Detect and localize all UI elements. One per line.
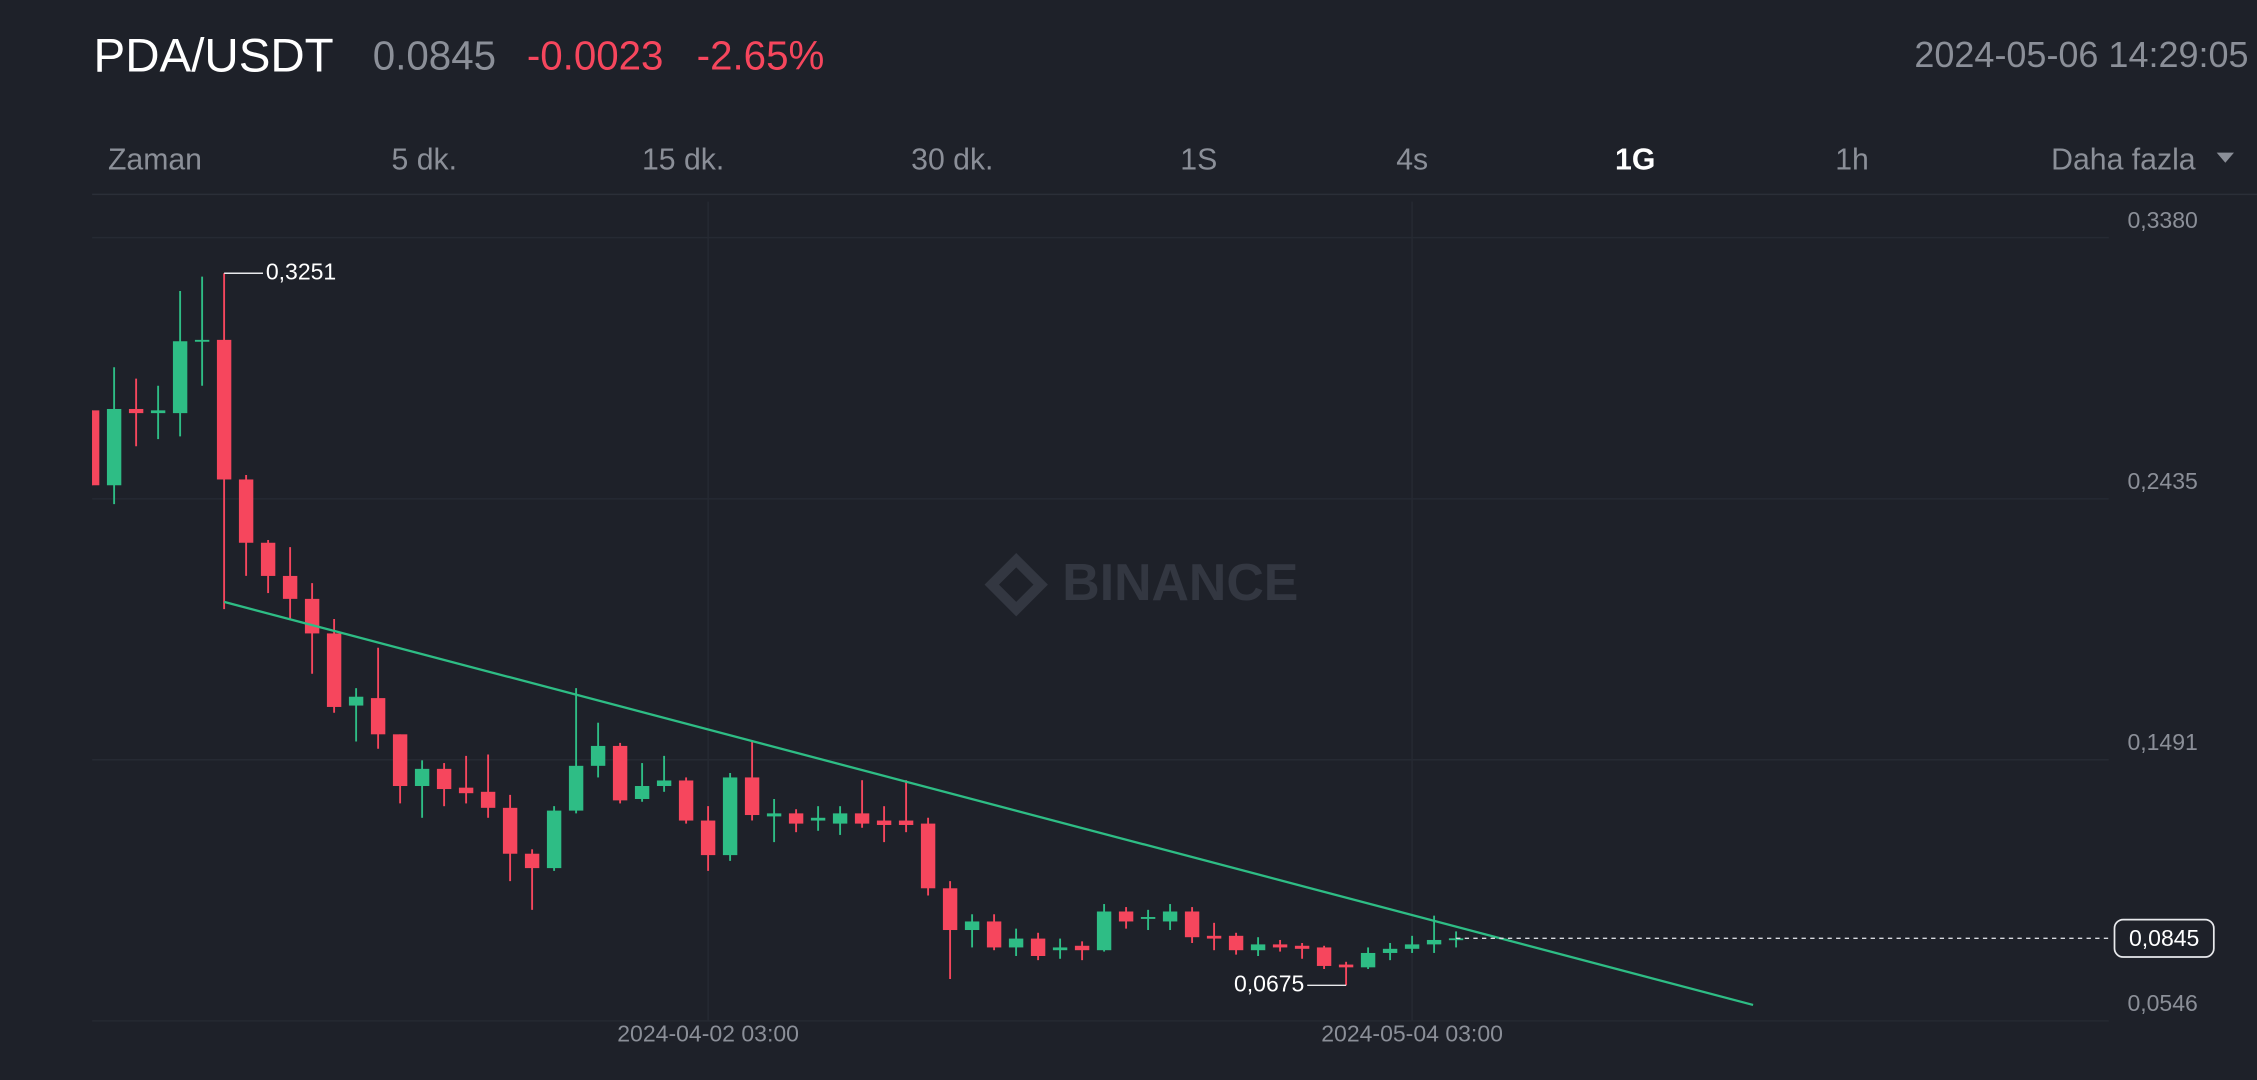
candle-body bbox=[150, 410, 166, 414]
interval-tab[interactable]: 1h bbox=[1835, 143, 1869, 176]
interval-tab[interactable]: 15 dk. bbox=[642, 143, 724, 176]
candle-body bbox=[810, 817, 826, 821]
candle-body bbox=[612, 745, 628, 801]
watermark: BINANCE bbox=[984, 552, 1298, 617]
candle-body bbox=[678, 780, 694, 821]
interval-tab[interactable]: 4s bbox=[1396, 143, 1428, 176]
candle-body bbox=[282, 575, 298, 599]
candle-body bbox=[1338, 964, 1354, 968]
candle-body bbox=[1426, 939, 1442, 945]
interval-tab[interactable]: 1G bbox=[1615, 143, 1655, 176]
candle-body bbox=[634, 786, 650, 799]
candle-body bbox=[414, 768, 430, 787]
candle-body bbox=[1294, 945, 1310, 949]
candle-body bbox=[942, 888, 958, 931]
change: -0.0023 bbox=[527, 34, 664, 79]
y-tick-label: 0,3380 bbox=[2127, 207, 2197, 233]
candle-body bbox=[1404, 944, 1420, 949]
candle-body bbox=[502, 807, 518, 854]
dropdown-arrow[interactable] bbox=[2216, 152, 2234, 163]
candle-body bbox=[788, 813, 804, 824]
interval-tab[interactable]: 30 dk. bbox=[911, 143, 993, 176]
candle-body bbox=[304, 598, 320, 634]
candle-body bbox=[1184, 911, 1200, 938]
last-price-label: 0,0845 bbox=[2129, 925, 2199, 951]
interval-tabs: Zaman 5 dk. 15 dk. 30 dk. 1S 4s 1G 1h Daha fazla bbox=[108, 143, 2234, 176]
candle-body bbox=[348, 696, 364, 706]
interval-tab[interactable]: Daha fazla bbox=[2051, 143, 2196, 176]
candle-body bbox=[106, 408, 122, 486]
candle-body bbox=[1008, 938, 1024, 948]
candle-body bbox=[1162, 911, 1178, 922]
candle-body bbox=[260, 542, 276, 576]
candle-body bbox=[1206, 935, 1222, 939]
candle-body bbox=[392, 734, 408, 787]
candle-body bbox=[546, 810, 562, 869]
datetime: 2024-05-06 14:29:05 bbox=[1914, 34, 2248, 75]
y-tick-label: 0,0546 bbox=[2127, 990, 2197, 1016]
candle-body bbox=[92, 410, 100, 486]
annotation-label: 0,3251 bbox=[266, 258, 336, 284]
last-price-box bbox=[2113, 918, 2215, 958]
candle-body bbox=[964, 921, 980, 931]
candle-body bbox=[216, 339, 232, 480]
candle-body bbox=[1250, 944, 1266, 951]
price: 0.0845 bbox=[373, 34, 496, 79]
candle-body bbox=[920, 823, 936, 889]
interval-tab[interactable]: 1S bbox=[1180, 143, 1217, 176]
candle-body bbox=[326, 633, 342, 707]
change-pct: -2.65% bbox=[697, 34, 825, 79]
candle-body bbox=[1316, 947, 1332, 966]
candle-body bbox=[1140, 917, 1156, 919]
candle-body bbox=[700, 820, 716, 856]
y-tick-label: 0,1491 bbox=[2127, 729, 2197, 755]
candle-body bbox=[854, 813, 870, 824]
candle-body bbox=[172, 341, 188, 414]
watermark-text: BINANCE bbox=[1062, 553, 1298, 611]
x-tick-label: 2024-04-02 03:00 bbox=[617, 1020, 799, 1046]
y-tick-label: 0,2435 bbox=[2127, 468, 2197, 494]
candle-body bbox=[458, 787, 474, 794]
candle-body bbox=[568, 765, 584, 811]
candle-body bbox=[1228, 935, 1244, 951]
candle-body bbox=[1272, 944, 1288, 948]
candle-body bbox=[524, 853, 540, 869]
candle-body bbox=[436, 768, 452, 790]
candle-body bbox=[1360, 952, 1376, 968]
annotation-label: 0,0675 bbox=[1234, 970, 1304, 996]
candle-body bbox=[1118, 911, 1134, 922]
candle-body bbox=[128, 408, 144, 414]
candle-body bbox=[656, 780, 672, 787]
candle-body bbox=[194, 339, 210, 342]
candle-body bbox=[1448, 938, 1464, 941]
x-tick-label: 2024-05-04 03:00 bbox=[1321, 1020, 1503, 1046]
candle-body bbox=[832, 813, 848, 824]
candle-body bbox=[744, 777, 760, 816]
candle-body bbox=[876, 820, 892, 825]
watermark-logo bbox=[984, 552, 1048, 617]
candle-body bbox=[1074, 945, 1090, 951]
candle-body bbox=[370, 698, 386, 735]
candle-body bbox=[766, 813, 782, 817]
candle-body bbox=[1030, 938, 1046, 957]
candle-body bbox=[1052, 947, 1068, 951]
candle-body bbox=[590, 745, 606, 766]
candle-body bbox=[480, 791, 496, 808]
symbol: PDA/USDT bbox=[94, 30, 334, 83]
interval-tab[interactable]: 5 dk. bbox=[392, 143, 458, 176]
candle-body bbox=[898, 820, 914, 825]
candle-body bbox=[722, 777, 738, 856]
interval-tab[interactable]: Zaman bbox=[108, 143, 202, 176]
candle-body bbox=[1096, 911, 1112, 951]
candle-body bbox=[238, 479, 254, 543]
candle-body bbox=[986, 921, 1002, 948]
trendline bbox=[223, 600, 1754, 1007]
candle-body bbox=[1382, 948, 1398, 953]
